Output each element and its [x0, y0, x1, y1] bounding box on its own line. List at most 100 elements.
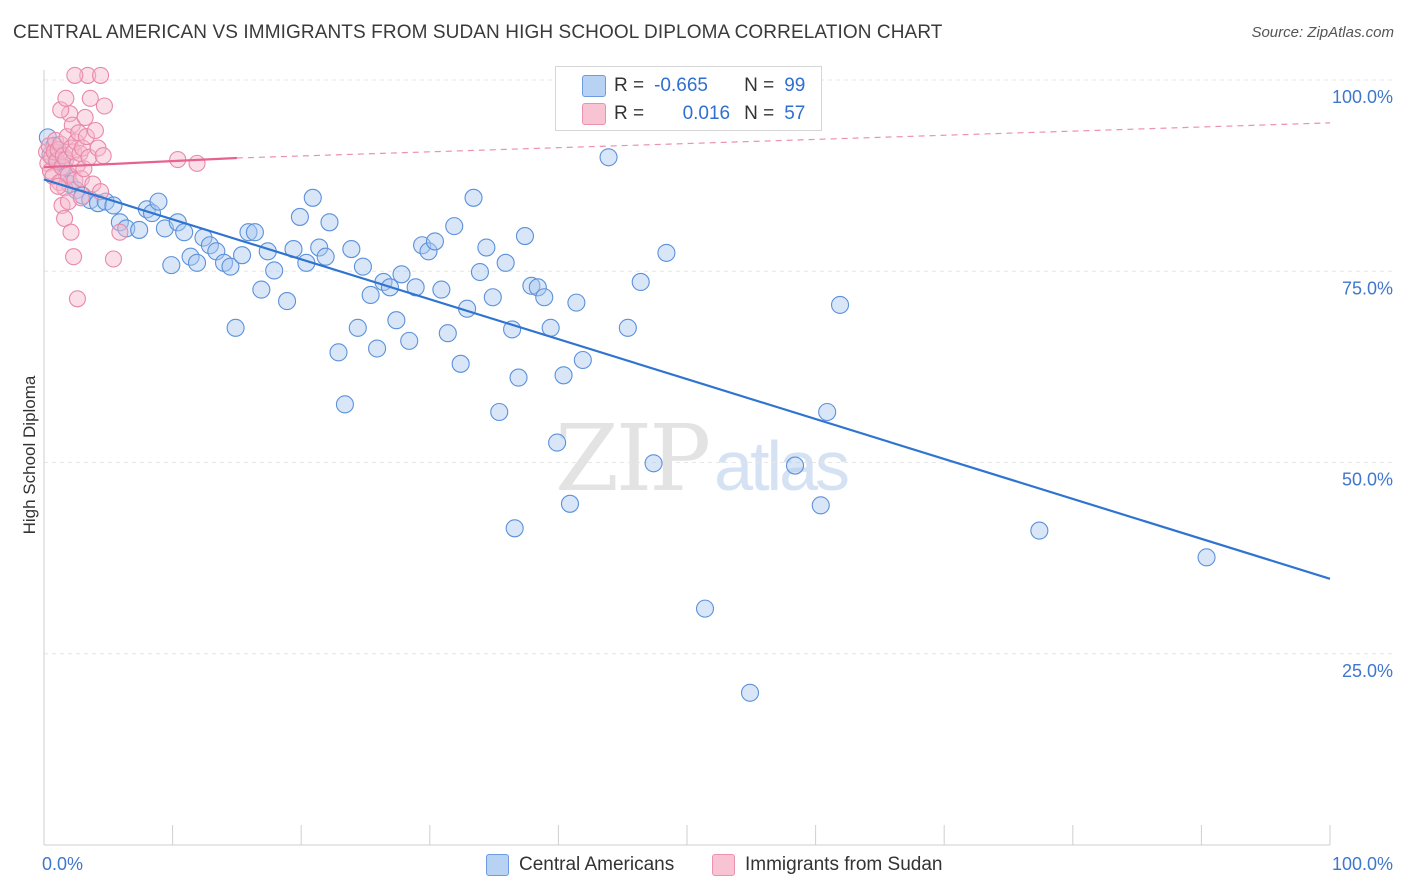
- central-american-point: [631, 272, 650, 292]
- sudan-point: [56, 209, 74, 228]
- sudan-point: [59, 193, 77, 211]
- central-american-point: [509, 368, 528, 387]
- central-american-point: [695, 599, 715, 618]
- legend-n-value: 57: [784, 103, 806, 124]
- central-american-point: [310, 238, 329, 257]
- bottom-legend-label: Central Americans: [519, 854, 675, 875]
- legend-row-sudan: R = 0.016 N = 57: [582, 102, 806, 126]
- central-american-point: [477, 238, 496, 257]
- legend-row-central-americans: R = -0.665 N = 99: [582, 74, 806, 98]
- central-american-point: [818, 402, 837, 422]
- legend-r-value: 0.016: [654, 103, 731, 125]
- central-american-point: [187, 253, 207, 272]
- central-american-point: [535, 288, 554, 307]
- central-american-point: [567, 293, 586, 312]
- sudan-point: [72, 189, 90, 207]
- central-american-point: [554, 366, 573, 385]
- central-american-point: [162, 256, 181, 275]
- central-american-point: [239, 223, 258, 242]
- central-american-point: [573, 350, 592, 370]
- sudan-point: [104, 250, 122, 268]
- sudan-point: [95, 97, 113, 115]
- legend-swatch-blue: [582, 75, 606, 97]
- central-american-point: [483, 288, 502, 307]
- central-american-point: [657, 243, 676, 262]
- sudan-point: [111, 223, 129, 241]
- central-american-point: [335, 395, 354, 414]
- y-tick-label: 25.0%: [1342, 661, 1393, 681]
- central-american-point: [226, 318, 245, 337]
- central-american-point: [316, 247, 335, 266]
- central-american-point: [451, 354, 470, 373]
- legend-r-label: R =: [614, 75, 645, 96]
- central-american-point: [515, 227, 535, 246]
- central-american-point: [496, 253, 515, 272]
- sudan-trend-line: [43, 156, 237, 169]
- watermark-atlas: atlas: [714, 427, 850, 505]
- sudan-point: [94, 147, 112, 165]
- sudan-point: [65, 248, 83, 266]
- central-american-point: [88, 194, 108, 213]
- legend-swatch-pink: [582, 103, 606, 125]
- sudan-point: [68, 290, 86, 308]
- central-american-point: [528, 278, 547, 297]
- central-american-point: [1030, 521, 1049, 540]
- bottom-legend-label: Immigrants from Sudan: [745, 854, 943, 875]
- central-american-point: [599, 148, 618, 167]
- legend-n-value: 99: [784, 75, 806, 96]
- central-american-point: [522, 276, 541, 295]
- central-american-point: [419, 242, 438, 261]
- watermark-zip: ZIP: [555, 405, 711, 512]
- central-american-point: [290, 207, 309, 226]
- central-american-point: [320, 213, 339, 232]
- x-tick-label-max: 100.0%: [1332, 854, 1393, 874]
- source-label: Source: ZipAtlas.com: [1251, 24, 1394, 41]
- central-american-point: [368, 339, 387, 358]
- central-american-point: [149, 192, 168, 211]
- central-american-point: [168, 213, 187, 232]
- legend-n-label: N =: [744, 75, 775, 96]
- central-american-point: [245, 223, 264, 242]
- sudan-point: [79, 66, 97, 84]
- central-american-trend-line: [43, 178, 1331, 580]
- central-american-point: [361, 285, 380, 305]
- central-american-point: [445, 217, 464, 236]
- central-american-point: [464, 188, 483, 207]
- central-american-point: [1197, 548, 1216, 567]
- x-tick-label-min: 0.0%: [42, 854, 83, 874]
- y-tick-label: 50.0%: [1342, 470, 1393, 490]
- y-tick-label: 100.0%: [1332, 87, 1393, 107]
- sudan-point: [92, 66, 110, 84]
- sudan-point: [81, 89, 99, 107]
- bottom-legend-swatch-pink: [712, 854, 735, 876]
- central-american-point: [348, 318, 367, 337]
- central-american-point: [811, 496, 830, 515]
- central-american-point: [490, 402, 509, 422]
- central-american-point: [252, 280, 271, 299]
- sudan-point: [62, 223, 80, 241]
- watermark: ZIPatlas: [555, 405, 850, 512]
- central-american-point: [432, 280, 451, 299]
- sudan-point: [77, 128, 95, 146]
- central-american-point: [353, 257, 372, 276]
- central-american-point: [329, 343, 348, 362]
- central-american-point: [618, 318, 637, 337]
- central-american-point: [785, 456, 805, 475]
- legend-r-value-text: 0.016: [682, 103, 731, 124]
- correlation-legend: R = -0.665 N = 99 R = 0.016 N = 57: [555, 66, 822, 131]
- central-american-point: [644, 454, 663, 473]
- central-american-point: [425, 232, 444, 251]
- central-american-point: [387, 311, 406, 330]
- central-american-point: [265, 261, 284, 280]
- sudan-point: [76, 108, 94, 127]
- legend-r-value: -0.665: [654, 75, 708, 96]
- central-american-point: [221, 257, 240, 276]
- bottom-legend-swatch-blue: [486, 854, 509, 876]
- sudan-point: [65, 143, 83, 161]
- central-american-point: [392, 265, 411, 284]
- sudan-point: [66, 66, 84, 84]
- central-american-point: [400, 331, 419, 350]
- legend-r-label: R =: [614, 103, 645, 124]
- central-american-point: [303, 188, 322, 207]
